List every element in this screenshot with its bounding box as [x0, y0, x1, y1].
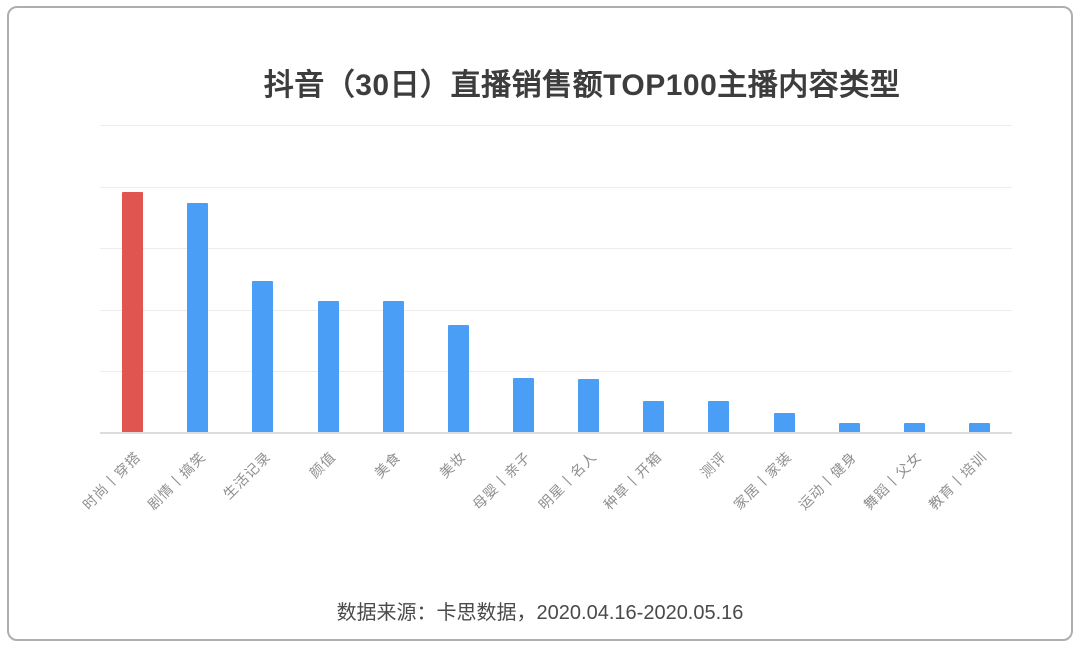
- bar: [317, 301, 339, 433]
- plot-area: 时尚丨穿搭 剧情丨搞笑 生活记录 颜值 美食 美妆 母婴丨亲子 明星丨名人 种草丨开箱 测评 家居丨…: [79, 125, 1012, 513]
- bar: [903, 423, 925, 433]
- card-border: [7, 6, 1073, 641]
- gridline: [100, 125, 1012, 126]
- bar: [382, 301, 404, 433]
- bar: [447, 324, 469, 433]
- bar-highlighted: [122, 191, 144, 433]
- x-axis-baseline: [100, 432, 1012, 434]
- bar: [187, 202, 209, 433]
- bar: [838, 423, 860, 433]
- gridline: [100, 371, 1012, 373]
- gridline: [100, 248, 1012, 250]
- bar: [968, 423, 990, 433]
- chart-title: 抖音（30日）直播销售额TOP100主播内容类型: [263, 69, 901, 102]
- source-note: 数据来源：卡思数据，2020.04.16-2020.05.16: [336, 602, 744, 624]
- bar: [252, 281, 274, 433]
- bar: [773, 413, 795, 433]
- gridline: [100, 186, 1012, 188]
- gridline: [100, 309, 1012, 311]
- bar: [512, 377, 534, 433]
- bar: [708, 400, 730, 433]
- bar: [578, 378, 600, 433]
- bar: [643, 400, 665, 433]
